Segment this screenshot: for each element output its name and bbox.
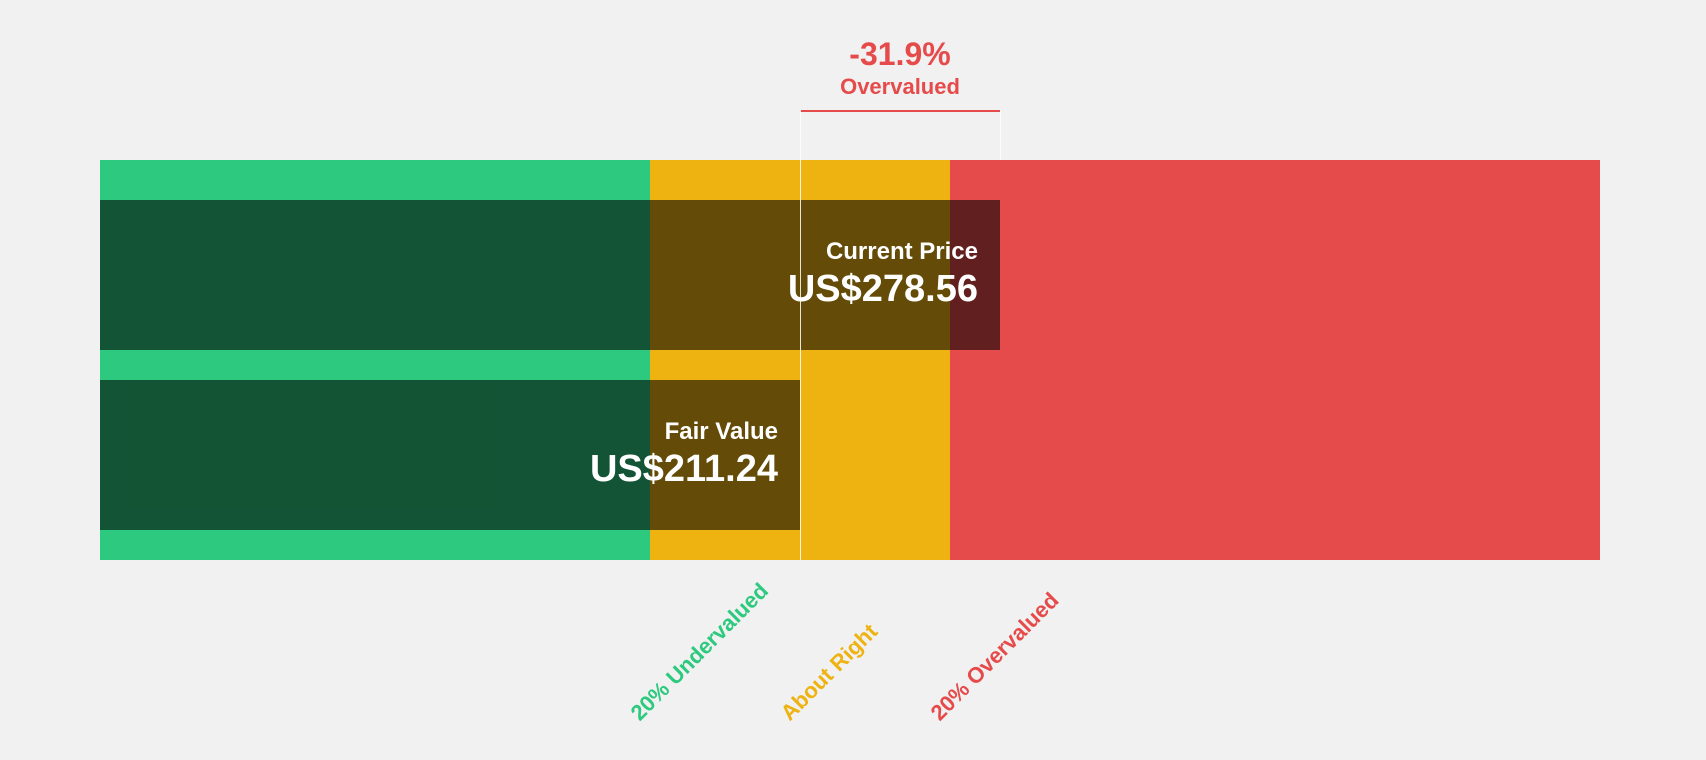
axis-label-2: 20% Overvalued [926, 587, 1065, 726]
zone-overvalued [950, 160, 1600, 560]
fair-value-bar-value: US$211.24 [590, 447, 778, 493]
axis-label-1: About Right [776, 619, 883, 726]
fair-value-guideline [800, 160, 801, 560]
fair-value-bar: Fair ValueUS$211.24 [100, 380, 800, 530]
fair-value-bar-label: Fair Value [665, 418, 778, 447]
variance-percent: -31.9% [780, 36, 1020, 73]
current-price-bar-label: Current Price [826, 238, 978, 267]
variance-status: Overvalued [780, 74, 1020, 100]
variance-bracket [800, 110, 1000, 112]
bracket-tick-right [1000, 110, 1001, 160]
current-price-bar-value: US$278.56 [788, 267, 978, 313]
axis-label-0: 20% Undervalued [626, 578, 774, 726]
valuation-chart: Current PriceUS$278.56 Fair ValueUS$211.2… [0, 0, 1706, 760]
current-price-bar: Current PriceUS$278.56 [100, 200, 1000, 350]
bracket-tick-left [800, 110, 801, 160]
